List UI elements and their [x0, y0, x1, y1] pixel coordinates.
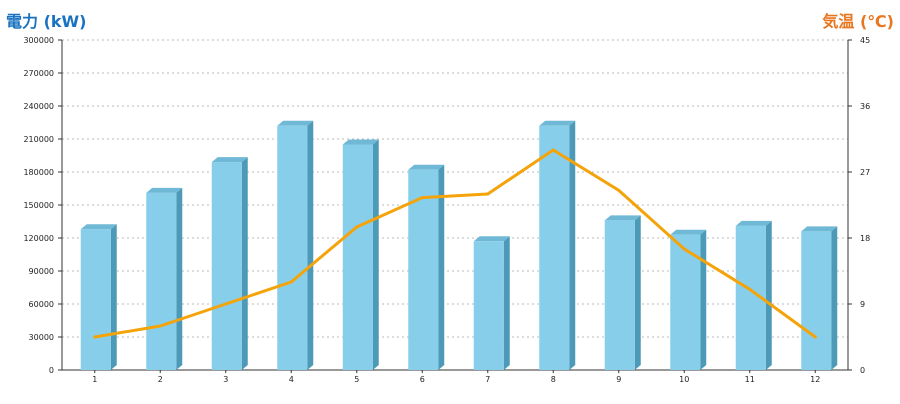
- temperature-line: [93, 148, 817, 339]
- temperature-point: [617, 188, 621, 192]
- temperature-point: [682, 247, 686, 251]
- bar-top: [604, 215, 641, 221]
- right-axis-title: 気温 (℃): [822, 12, 894, 31]
- y2-tick-label: 27: [860, 168, 870, 177]
- bar: [735, 220, 772, 370]
- bar-side: [241, 157, 248, 370]
- bar-front: [408, 169, 439, 370]
- bar: [80, 224, 117, 370]
- bar-side: [372, 139, 379, 370]
- temperature-point: [486, 192, 490, 196]
- y-tick-label: 300000: [23, 36, 54, 45]
- bar: [604, 215, 641, 370]
- bar-top: [146, 187, 183, 193]
- x-tick-label: 6: [420, 375, 425, 384]
- x-tick-label: 2: [158, 375, 163, 384]
- bar-side: [110, 224, 117, 370]
- y2-tick-label: 9: [860, 300, 865, 309]
- bar-front: [801, 231, 832, 370]
- y-tick-label: 210000: [23, 135, 54, 144]
- bar-front: [604, 220, 635, 370]
- bar-front: [342, 144, 373, 370]
- bar-side: [569, 120, 576, 370]
- bar: [473, 236, 510, 370]
- y-tick-label: 240000: [23, 102, 54, 111]
- x-tick-label: 1: [92, 375, 97, 384]
- bar: [342, 139, 379, 370]
- bar-front: [277, 125, 308, 370]
- bar-side: [307, 120, 314, 370]
- x-tick-label: 9: [616, 375, 621, 384]
- temperature-point: [224, 302, 228, 306]
- y-tick-label: 30000: [29, 333, 54, 342]
- y-tick-label: 60000: [29, 300, 54, 309]
- bar: [801, 226, 838, 370]
- bar-top: [277, 120, 314, 126]
- y-tick-label: 0: [49, 366, 54, 375]
- bar-top: [670, 229, 707, 235]
- bar: [539, 120, 576, 370]
- x-tick-label: 5: [354, 375, 359, 384]
- x-tick-label: 8: [551, 375, 556, 384]
- bar: [211, 157, 248, 370]
- bar: [277, 120, 314, 370]
- y-tick-label: 180000: [23, 168, 54, 177]
- temperature-point: [158, 324, 162, 328]
- bar-side: [438, 164, 445, 370]
- bar-side: [700, 229, 707, 370]
- x-tick-label: 12: [810, 375, 820, 384]
- y2-tick-label: 36: [860, 102, 870, 111]
- y-tick-label: 90000: [29, 267, 54, 276]
- bar-front: [473, 241, 504, 370]
- bar-top: [80, 224, 117, 230]
- temperature-point: [355, 225, 359, 229]
- bar-side: [176, 187, 183, 370]
- left-axis-title: 電力 (kW): [6, 12, 87, 31]
- temperature-point: [748, 287, 752, 291]
- temperature-point: [93, 335, 97, 339]
- y-tick-label: 270000: [23, 69, 54, 78]
- bar-front: [146, 192, 177, 370]
- bar-side: [503, 236, 510, 370]
- x-tick-label: 3: [223, 375, 228, 384]
- y2-tick-label: 45: [860, 36, 870, 45]
- x-tick-label: 11: [745, 375, 755, 384]
- temperature-point: [551, 148, 555, 152]
- bar-top: [408, 164, 445, 170]
- y2-tick-label: 18: [860, 234, 870, 243]
- temperature-point: [289, 280, 293, 284]
- bar-top: [539, 120, 576, 126]
- temperature-point: [420, 196, 424, 200]
- x-tick-label: 7: [485, 375, 490, 384]
- bar-side: [831, 226, 838, 370]
- bar-top: [801, 226, 838, 232]
- y-tick-label: 150000: [23, 201, 54, 210]
- bar-top: [342, 139, 379, 145]
- y2-tick-label: 0: [860, 366, 865, 375]
- bar-front: [539, 125, 570, 370]
- bar-front: [211, 162, 242, 370]
- bar: [670, 229, 707, 370]
- bar-top: [211, 157, 248, 163]
- temperature-point: [813, 335, 817, 339]
- bar-top: [473, 236, 510, 242]
- bar-side: [765, 220, 772, 370]
- bar: [146, 187, 183, 370]
- bar-front: [80, 229, 111, 370]
- bar-side: [634, 215, 641, 370]
- y-tick-label: 120000: [23, 234, 54, 243]
- bar-top: [735, 220, 772, 226]
- x-tick-label: 4: [289, 375, 294, 384]
- x-tick-label: 10: [679, 375, 689, 384]
